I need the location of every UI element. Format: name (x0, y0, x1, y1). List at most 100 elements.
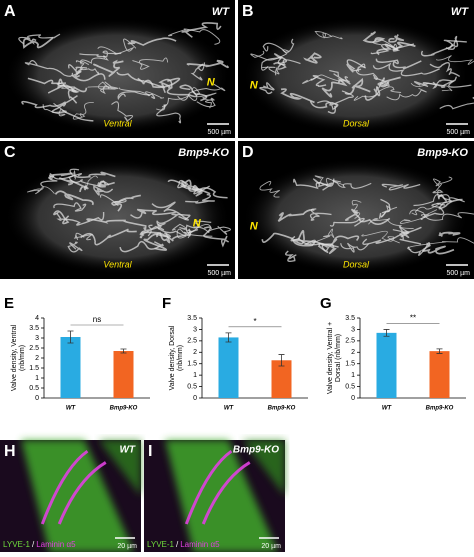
tissue (242, 17, 470, 134)
vessel (321, 79, 348, 98)
vessel (24, 60, 74, 77)
y-axis-label-line: Dorsal (nb/mm) (335, 334, 342, 382)
genotype: Bmp9-KO (233, 445, 279, 456)
vessel (193, 225, 231, 235)
vessel (177, 83, 226, 101)
vessel (119, 240, 164, 253)
vessel (413, 194, 453, 207)
y-tick-label: 0.5 (345, 383, 355, 390)
x-tick-label: Bmp9-KO (110, 406, 138, 412)
y-tick-label: 1 (351, 372, 355, 379)
y-tick-label: 2.5 (345, 338, 355, 345)
vessel (262, 38, 295, 53)
y-tick-label: 2 (351, 349, 355, 356)
vessel (378, 198, 391, 219)
y-tick-label: 1 (35, 375, 39, 382)
vessel (381, 183, 421, 191)
vessel (280, 88, 315, 104)
bar (376, 332, 397, 398)
vessel (56, 211, 105, 226)
vessel (192, 87, 217, 101)
vessel (259, 180, 280, 198)
bar (429, 351, 450, 398)
y-tick-label: 3 (35, 335, 39, 342)
genotype: Bmp9-KO (178, 147, 229, 159)
x-tick-label: Bmp9-KO (268, 406, 296, 412)
x-tick-label: Bmp9-KO (426, 406, 454, 412)
vessel (329, 217, 365, 227)
vessel (68, 64, 88, 75)
vessel (156, 213, 191, 226)
vessel (186, 59, 229, 69)
vessel (68, 173, 110, 187)
vessel (353, 86, 402, 101)
stain-name: Laminin α5 (36, 540, 76, 549)
vessel (314, 175, 345, 186)
vessel (93, 59, 124, 77)
vessel (139, 231, 171, 244)
vessel (302, 74, 350, 84)
y-axis-label: Valve density, Dorsal(nb/mm) (169, 325, 184, 390)
vessel (51, 102, 94, 122)
vessel (261, 232, 316, 247)
panel-label: C (4, 144, 16, 161)
y-tick-label: 0.5 (29, 385, 39, 392)
panel-label: I (148, 443, 152, 460)
vessel (176, 223, 212, 239)
y-axis-label-line: Valve density, Ventral + (327, 322, 334, 394)
vessel (421, 244, 455, 255)
vessel (130, 208, 176, 219)
vessel (344, 77, 371, 95)
y-tick-label: 2.5 (29, 345, 39, 352)
vessel (309, 101, 338, 114)
vessel (168, 28, 221, 45)
lyve-signal (98, 440, 141, 496)
vessel (73, 232, 93, 241)
vessel (432, 79, 472, 90)
panel-label: D (242, 144, 254, 161)
tissue (242, 158, 470, 275)
genotype: WT (212, 6, 230, 18)
genotype: WT (119, 445, 135, 456)
significance-label: ns (93, 315, 101, 324)
error-bar (120, 348, 127, 354)
vessel (132, 57, 169, 70)
y-tick-label: 1.5 (187, 361, 197, 368)
panel-label: H (4, 443, 16, 460)
vessel (87, 81, 110, 90)
panel-label: G (320, 295, 332, 312)
vessel (317, 242, 337, 255)
laminin-signal (40, 449, 107, 525)
vessel (72, 101, 94, 120)
vessel (54, 190, 94, 206)
vessel (181, 22, 222, 38)
vessel (18, 33, 61, 45)
scale-label: 500 µm (208, 270, 232, 277)
significance-label: * (253, 317, 256, 326)
vessel (75, 60, 100, 75)
vessel (93, 185, 114, 196)
panel-label: B (242, 3, 254, 20)
vessel (407, 237, 474, 251)
lyve-signal (242, 440, 285, 496)
vessel (310, 74, 327, 87)
vessel (409, 209, 474, 221)
y-axis-label-line: Valve density, Dorsal (169, 325, 176, 390)
bar (271, 360, 292, 398)
stain-legend: LYVE-1/Laminin α5 (147, 540, 220, 549)
vessel (361, 230, 400, 244)
vessel (190, 62, 206, 81)
genotype: WT (451, 6, 469, 18)
vessel (191, 184, 204, 197)
vessel (362, 31, 386, 44)
error-bar (225, 332, 232, 343)
vessel (67, 241, 83, 253)
vessel (117, 91, 156, 101)
genotype: Bmp9-KO (417, 147, 468, 159)
error-bar (278, 354, 285, 367)
scale-label: 500 µm (208, 129, 232, 136)
vessel (42, 102, 67, 117)
vessel (314, 30, 343, 40)
bar (113, 351, 134, 398)
vessel (329, 69, 351, 85)
